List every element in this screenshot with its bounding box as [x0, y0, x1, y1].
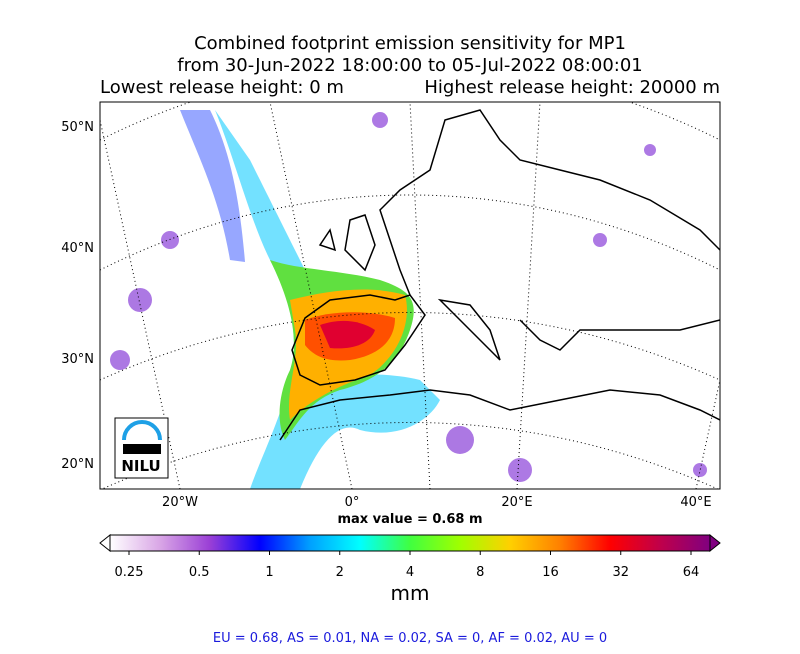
nilu-logo: NILU	[114, 417, 169, 479]
colorbar-tick-label: 2	[336, 565, 344, 580]
lat-label: 50°N	[61, 120, 94, 135]
lat-label: 30°N	[61, 352, 94, 367]
colorbar-tick-label: 8	[476, 565, 484, 580]
colorbar: 0.25 0.5 1 2 4 8 16 32 64	[99, 533, 721, 580]
colorbar-tick-label: 0.25	[115, 565, 144, 580]
highest-height: Highest release height: 20000 m	[424, 77, 720, 98]
colorbar-extend-high	[709, 533, 721, 553]
lon-label: 0°	[345, 495, 360, 510]
colorbar-tick-label: 4	[406, 565, 414, 580]
colorbar-tick-label: 16	[542, 565, 559, 580]
logo-text: NILU	[121, 457, 160, 475]
colorbar-tick-label: 64	[683, 565, 700, 580]
colorbar-tick-label: 1	[265, 565, 273, 580]
lon-label: 20°W	[162, 495, 198, 510]
lat-label: 20°N	[61, 457, 94, 472]
lat-label: 40°N	[61, 241, 94, 256]
colorbar-tick-label: 0.5	[189, 565, 210, 580]
map: NILU	[99, 101, 721, 490]
lon-label: 20°E	[501, 495, 532, 510]
colorbar-body	[110, 535, 710, 551]
title: Combined footprint emission sensitivity …	[194, 33, 626, 54]
lowest-height: Lowest release height: 0 m	[100, 77, 344, 98]
colorbar-unit: mm	[391, 581, 430, 605]
region-summary: EU = 0.68, AS = 0.01, NA = 0.02, SA = 0,…	[213, 631, 607, 646]
subtitle: from 30-Jun-2022 18:00:00 to 05-Jul-2022…	[177, 55, 643, 76]
colorbar-extend-low	[99, 533, 111, 553]
lon-label: 40°E	[680, 495, 711, 510]
max-value: max value = 0.68 m	[337, 512, 482, 527]
colorbar-tick-label: 32	[612, 565, 629, 580]
